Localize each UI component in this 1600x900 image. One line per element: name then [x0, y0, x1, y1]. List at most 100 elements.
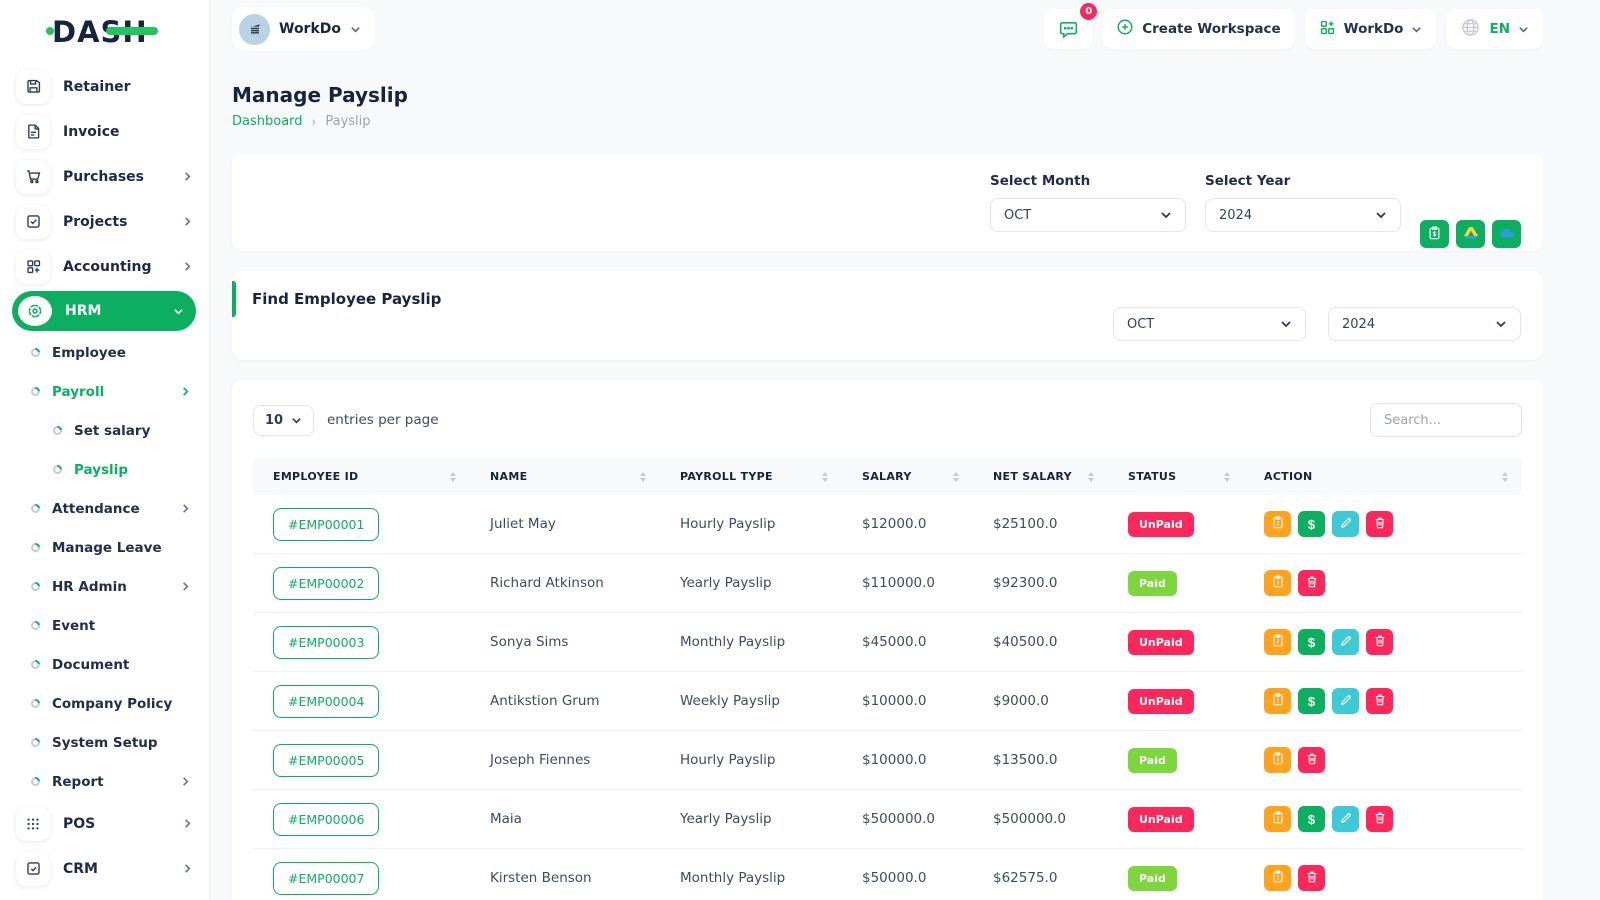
- column-header-action[interactable]: ACTION: [1244, 470, 1522, 483]
- payslip-button[interactable]: [1264, 570, 1291, 596]
- sidebar-item-manage-leave[interactable]: Manage Leave: [0, 528, 209, 567]
- employee-id-chip[interactable]: #EMP00002: [273, 566, 380, 600]
- delete-button[interactable]: [1366, 511, 1393, 537]
- sidebar-item-retainer[interactable]: Retainer: [0, 64, 209, 109]
- delete-button[interactable]: [1298, 747, 1325, 773]
- pay-button[interactable]: $: [1298, 511, 1325, 537]
- status-badge[interactable]: Paid: [1128, 865, 1177, 891]
- year-select[interactable]: 2024: [1205, 198, 1401, 232]
- payslip-button[interactable]: [1264, 747, 1291, 773]
- column-header-status[interactable]: STATUS: [1108, 470, 1244, 483]
- workdo-menu-button[interactable]: WorkDo: [1304, 9, 1437, 49]
- status-badge[interactable]: UnPaid: [1128, 806, 1194, 832]
- pay-button[interactable]: $: [1298, 629, 1325, 655]
- cell-net-salary: $92300.0: [993, 575, 1058, 591]
- payslip-file-icon: [1272, 575, 1284, 591]
- employee-id-chip[interactable]: #EMP00003: [273, 625, 380, 659]
- trash-icon: [1306, 870, 1318, 886]
- sort-icon: [1502, 471, 1508, 482]
- column-header-salary[interactable]: SALARY: [842, 470, 973, 483]
- column-header-net-salary[interactable]: NET SALARY: [973, 470, 1108, 483]
- edit-button[interactable]: [1332, 629, 1359, 655]
- trash-icon: [1306, 575, 1318, 591]
- employee-id-chip[interactable]: #EMP00006: [273, 802, 380, 836]
- bullet-icon: [29, 502, 42, 515]
- sidebar-item-employee[interactable]: Employee: [0, 333, 209, 372]
- employee-id-chip[interactable]: #EMP00005: [273, 743, 380, 777]
- entries-value: 10: [265, 412, 284, 428]
- sidebar-item-label: Manage Leave: [52, 539, 162, 556]
- employee-id-chip[interactable]: #EMP00001: [273, 507, 380, 541]
- employee-id-chip[interactable]: #EMP00007: [273, 861, 380, 895]
- delete-button[interactable]: [1366, 629, 1393, 655]
- sidebar-item-projects[interactable]: Projects: [0, 199, 209, 244]
- messages-button[interactable]: 0: [1044, 3, 1098, 49]
- find-month-select[interactable]: OCT: [1113, 307, 1306, 341]
- sidebar-item-hrm[interactable]: HRM: [12, 291, 196, 331]
- status-badge[interactable]: UnPaid: [1128, 511, 1194, 537]
- grid-plus-icon: [16, 249, 50, 284]
- sidebar-item-set-salary[interactable]: Set salary: [0, 411, 209, 450]
- table-header-row: EMPLOYEE ID NAME PAYROLL TYPE SALARY NET…: [253, 458, 1522, 495]
- column-header-name[interactable]: NAME: [470, 470, 660, 483]
- cell-salary: $10000.0: [862, 693, 927, 709]
- cell-name: Maia: [490, 811, 522, 827]
- sidebar-item-event[interactable]: Event: [0, 606, 209, 645]
- sidebar-item-crm[interactable]: CRM: [0, 846, 209, 891]
- cell-name: Kirsten Benson: [490, 870, 592, 886]
- edit-button[interactable]: [1332, 511, 1359, 537]
- find-year-select[interactable]: 2024: [1328, 307, 1521, 341]
- delete-button[interactable]: [1366, 688, 1393, 714]
- sidebar-item-system-setup[interactable]: System Setup: [0, 723, 209, 762]
- sidebar-item-pos[interactable]: POS: [0, 801, 209, 846]
- chevron-right-icon: [182, 171, 193, 182]
- cell-name: Antikstion Grum: [490, 693, 600, 709]
- onedrive-button[interactable]: [1492, 220, 1521, 248]
- edit-button[interactable]: [1332, 688, 1359, 714]
- payslip-button[interactable]: [1264, 511, 1291, 537]
- sidebar-item-document[interactable]: Document: [0, 645, 209, 684]
- app-logo[interactable]: DASH: [0, 0, 209, 64]
- chevron-down-icon: [1518, 24, 1529, 35]
- sidebar-item-payroll[interactable]: Payroll: [0, 372, 209, 411]
- bullet-icon: [29, 658, 42, 671]
- sidebar-item-report[interactable]: Report: [0, 762, 209, 801]
- workspace-switcher[interactable]: WorkDo: [232, 7, 376, 51]
- language-selector[interactable]: EN: [1446, 9, 1543, 49]
- payslip-file-icon: [1272, 693, 1284, 709]
- pay-button[interactable]: $: [1298, 806, 1325, 832]
- breadcrumb-dashboard-link[interactable]: Dashboard: [232, 114, 303, 129]
- cell-salary: $500000.0: [862, 811, 936, 827]
- employee-id-chip[interactable]: #EMP00004: [273, 684, 380, 718]
- sidebar-item-accounting[interactable]: Accounting: [0, 244, 209, 289]
- select-month-label: Select Month: [990, 173, 1091, 189]
- sidebar-item-purchases[interactable]: Purchases: [0, 154, 209, 199]
- payslip-button[interactable]: [1264, 688, 1291, 714]
- sidebar-item-hr-admin[interactable]: HR Admin: [0, 567, 209, 606]
- sidebar-item-attendance[interactable]: Attendance: [0, 489, 209, 528]
- month-select[interactable]: OCT: [990, 198, 1186, 232]
- delete-button[interactable]: [1298, 865, 1325, 891]
- payslip-button[interactable]: [1264, 806, 1291, 832]
- status-badge[interactable]: Paid: [1128, 747, 1177, 773]
- status-badge[interactable]: Paid: [1128, 570, 1177, 596]
- payslip-button[interactable]: [1264, 629, 1291, 655]
- payslip-button[interactable]: [1264, 865, 1291, 891]
- chevron-right-icon: [180, 386, 191, 397]
- search-input[interactable]: [1370, 403, 1522, 437]
- sidebar-item-payslip[interactable]: Payslip: [0, 450, 209, 489]
- export-payslip-button[interactable]: [1420, 220, 1449, 248]
- delete-button[interactable]: [1366, 806, 1393, 832]
- sidebar-item-company-policy[interactable]: Company Policy: [0, 684, 209, 723]
- edit-button[interactable]: [1332, 806, 1359, 832]
- entries-select[interactable]: 10: [253, 404, 314, 436]
- sidebar-item-invoice[interactable]: Invoice: [0, 109, 209, 154]
- create-workspace-button[interactable]: Create Workspace: [1102, 9, 1295, 49]
- google-drive-button[interactable]: [1456, 220, 1485, 248]
- pay-button[interactable]: $: [1298, 688, 1325, 714]
- delete-button[interactable]: [1298, 570, 1325, 596]
- column-header-employee-id[interactable]: EMPLOYEE ID: [253, 470, 470, 483]
- column-header-payroll-type[interactable]: PAYROLL TYPE: [660, 470, 842, 483]
- status-badge[interactable]: UnPaid: [1128, 688, 1194, 714]
- status-badge[interactable]: UnPaid: [1128, 629, 1194, 655]
